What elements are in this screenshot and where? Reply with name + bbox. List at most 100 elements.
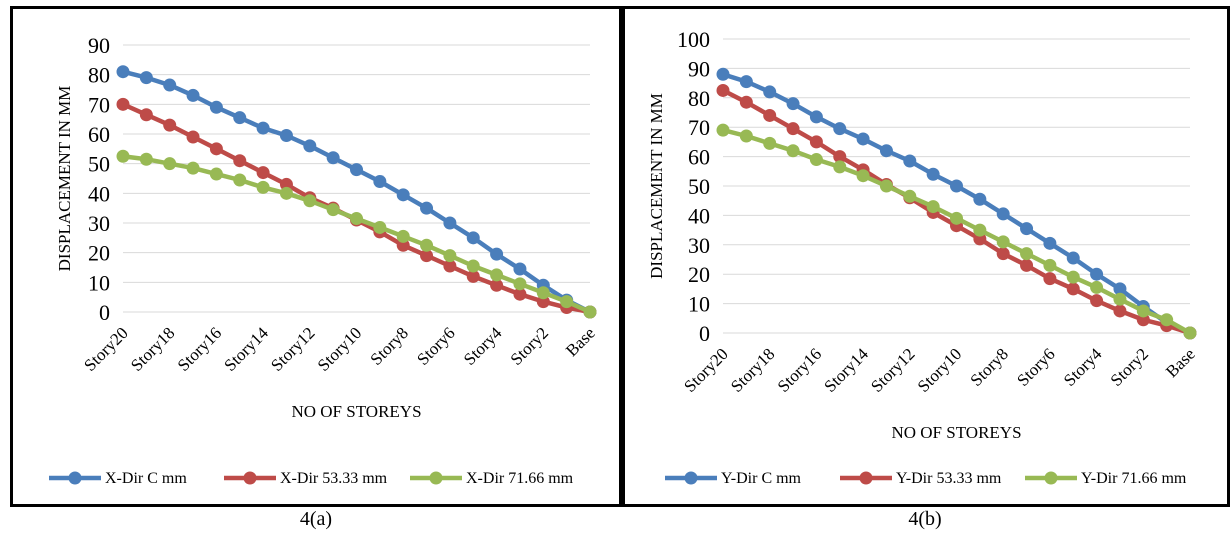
data-point [233,173,247,187]
data-point [443,216,457,230]
x-tick-label: Story6 [1013,344,1058,389]
data-point [139,152,153,166]
legend-label: X-Dir C mm [105,470,187,487]
y-tick-label: 100 [677,27,710,52]
data-point [763,85,777,99]
data-point [420,201,434,215]
data-point [536,295,550,309]
data-point [1160,313,1174,327]
data-point [716,123,730,137]
data-point [396,188,410,202]
data-point [1066,282,1080,296]
y-axis-label: DISPLACEMENT IN MM [55,86,74,272]
legend-label: X-Dir 53.33 mm [280,470,388,487]
y-tick-label: 20 [688,262,710,287]
legend-label: Y-Dir 53.33 mm [896,470,1002,487]
data-point [763,108,777,122]
data-point [513,277,527,291]
data-point [373,220,387,234]
legend-marker [1044,471,1058,485]
legend-marker [859,471,873,485]
data-point [763,136,777,150]
data-point [1043,272,1057,286]
data-point [1136,304,1150,318]
data-point [350,163,363,177]
data-point [739,95,753,109]
data-point [233,154,247,168]
data-point [716,67,730,81]
x-axis-label: NO OF STOREYS [891,423,1021,442]
y-tick-label: 20 [88,241,110,266]
data-point [163,157,177,171]
data-point [186,130,200,144]
x-axis-label: NO OF STOREYS [291,402,421,421]
data-point [209,167,223,181]
data-point [879,144,893,158]
x-tick-label: Base [1162,344,1199,381]
y-tick-label: 30 [88,211,110,236]
data-point [903,189,917,203]
data-point [186,88,200,102]
data-point [1020,222,1034,236]
x-tick-label: Story16 [174,323,226,375]
data-point [116,65,130,79]
data-point [856,169,870,183]
x-tick-label: Story2 [1107,344,1152,389]
data-point [809,153,823,167]
data-point [716,83,730,97]
y-axis-label: DISPLACEMENT IN MM [647,93,666,279]
data-point [490,268,504,282]
y-tick-label: 50 [688,174,710,199]
data-point [786,144,800,158]
data-point [326,203,340,217]
y-tick-label: 10 [88,270,110,295]
caption-b: 4(b) [908,508,942,530]
y-tick-label: 0 [99,300,110,325]
y-tick-label: 90 [88,33,110,58]
y-tick-label: 90 [688,56,710,81]
data-point [1113,304,1127,318]
data-point [996,207,1010,221]
data-point [326,151,340,165]
chart-a-svg: 0 10 20 30 40 50 60 70 80 90 Story20Story18Story16… [49,33,599,487]
legend-label: X-Dir 71.66 mm [466,470,574,487]
data-point [856,132,870,146]
data-point [1090,280,1104,294]
data-point [396,238,410,252]
x-tick-label: Story8 [367,323,412,368]
data-point [303,194,317,208]
data-point [996,235,1010,249]
data-point [926,167,940,181]
x-tick-label: Story4 [1060,344,1106,390]
data-point [350,212,363,226]
data-point [209,142,223,156]
data-point [373,174,387,188]
data-point [1090,294,1104,308]
x-tick-label: Story18 [127,323,179,375]
data-point [513,287,527,301]
data-point [739,75,753,89]
data-point [1043,258,1057,272]
data-point [466,269,480,283]
legend-marker [684,471,698,485]
legend-marker [68,471,82,485]
data-point [490,247,504,261]
x-tick-label: Story20 [680,344,732,396]
data-point [560,295,574,309]
x-tick-label: Story14 [220,323,272,375]
data-point [420,249,434,263]
data-point [279,128,293,142]
data-point [926,200,940,214]
y-tick-label: 80 [88,63,110,88]
data-point [1020,247,1034,261]
data-point [1113,282,1127,296]
series-line [122,69,592,315]
data-point [1183,326,1197,340]
data-point [903,154,917,168]
data-point [256,180,270,194]
chart-panel-b: 0 10 20 30 40 50 60 70 80 90 100 Story20 Story18 Stor… [622,6,1230,507]
data-point [443,259,457,273]
x-tick-label: Story10 [314,323,366,375]
y-tick-label: 80 [688,86,710,111]
data-point [279,186,293,200]
